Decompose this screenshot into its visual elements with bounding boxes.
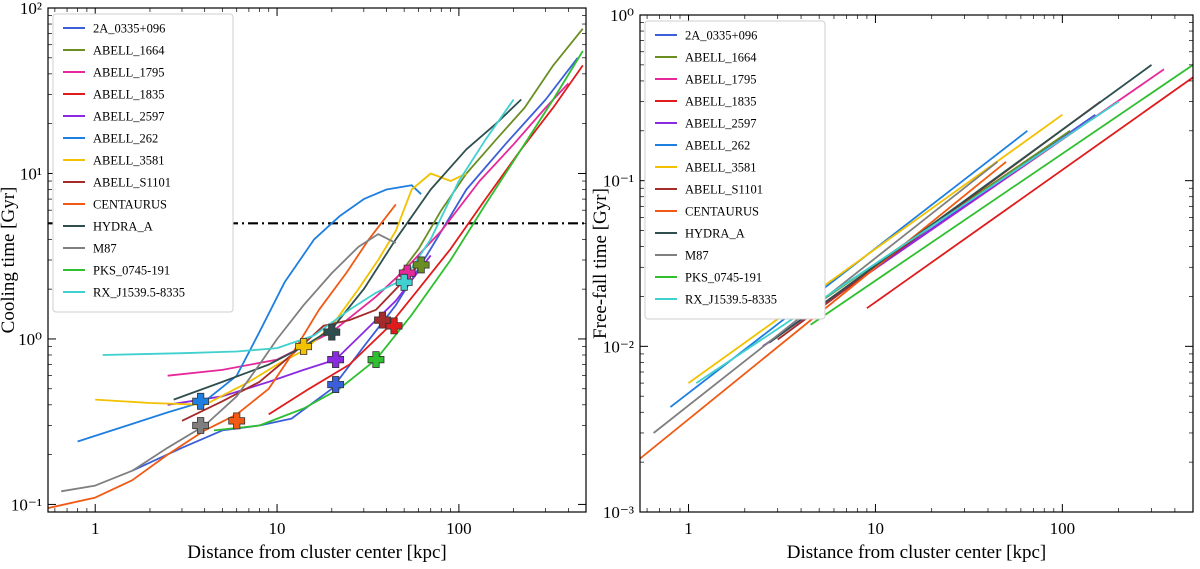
legend-label: ABELL_1795 [685,73,757,87]
legend-label: ABELL_1835 [685,95,757,109]
y-tick-label: 10¹ [20,164,42,183]
x-axis-title: Distance from cluster center [kpc] [187,542,447,563]
legend-label: ABELL_2597 [685,117,757,131]
series-line-abell-1835 [268,64,584,416]
marker-abell-s1101 [374,311,391,329]
plot-frame [639,14,1194,513]
x-tick-label: 100 [446,519,472,538]
y-tick-label: 10⁻² [603,337,634,356]
legend-label: ABELL_S1101 [93,176,171,190]
marker-centaurus [228,412,246,430]
x-tick-label: 1 [91,519,100,538]
x-axis-title: Distance from cluster center [kpc] [787,542,1047,563]
x-tick-label: 1 [684,519,693,538]
y-tick-label: 10⁻¹ [11,495,42,514]
series-line-abell-3581 [95,172,467,406]
series-line-abell-s1101 [181,264,420,422]
marker-m87 [192,417,210,434]
series-line-abell-1664 [395,28,584,280]
legend-label: CENTAURUS [93,198,167,212]
series-line-pks-0745-191 [213,50,584,432]
series-line-hydra-a [173,98,522,401]
marker-abell-1664 [412,256,430,274]
legend-label: M87 [685,249,709,263]
y-tick-label: 10⁰ [18,330,42,349]
y-tick-label: 10⁻¹ [603,172,634,191]
x-tick-label: 100 [1050,519,1076,538]
legend-label: ABELL_3581 [685,161,757,175]
legend-label: ABELL_2597 [93,110,165,124]
marker-rx-j1539-5-8335 [395,273,413,291]
legend [52,13,234,313]
y-tick-label: 10⁻³ [603,503,634,522]
series-line-rx-j1539-5-8335 [695,100,1120,384]
legend-label: 2A_0335+096 [93,22,165,36]
legend-label: CENTAURUS [685,205,759,219]
legend-label: ABELL_3581 [93,154,165,168]
legend-label: PKS_0745-191 [93,264,170,278]
cooling-time-panel: 1 10 100 10⁻¹ 10⁰ 10¹ 10² Distance from cluster… [0,0,587,563]
legend-label: HYDRA_A [685,227,745,241]
series-line-hydra-a [768,64,1153,344]
series-line-abell-262 [77,184,422,443]
series-line-m87 [61,233,397,493]
legend-label: PKS_0745-191 [685,271,762,285]
legend-label: M87 [93,242,117,256]
series-line-pks-0745-191 [810,64,1193,326]
series-line-abell-1835 [866,76,1193,309]
series-lines [640,64,1193,460]
y-axis-title: Cooling time [Gyr] [0,187,19,334]
series-line-abell-2597 [167,254,432,406]
legend-label: 2A_0335+096 [685,29,757,43]
legend-label: RX_J1539.5-8335 [93,286,185,300]
legend-label: ABELL_262 [685,139,750,153]
legend [644,20,826,320]
series-line-rx-j1539-5-8335 [102,98,515,356]
x-tick-label: 10 [867,519,884,538]
y-tick-label: 10⁰ [610,6,634,25]
legend-label: RX_J1539.5-8335 [685,293,777,307]
free-fall-time-panel: 1 10 100 10⁻³ 10⁻² 10⁻¹ 10⁰ Distance from clust… [590,6,1194,563]
legend-label: ABELL_1795 [93,66,165,80]
series-lines [48,28,584,509]
marker-abell-262 [192,392,210,410]
marker-2a-0335-096 [327,376,345,393]
y-tick-label: 10² [20,0,42,18]
marker-hydra-a [323,323,341,341]
legend-label: ABELL_1664 [685,51,757,65]
legend-label: ABELL_262 [93,132,158,146]
legend-label: ABELL_1835 [93,88,165,102]
legend-label: ABELL_1664 [93,44,165,58]
x-tick-label: 10 [269,519,286,538]
marker-abell-2597 [327,351,345,369]
series-line-abell-3581 [687,113,1063,384]
legend-label: HYDRA_A [93,220,153,234]
marker-pks-0745-191 [367,351,385,369]
marker-abell-3581 [295,338,313,355]
legend-label: ABELL_S1101 [685,183,763,197]
y-axis-title: Free-fall time [Gyr] [590,188,611,339]
